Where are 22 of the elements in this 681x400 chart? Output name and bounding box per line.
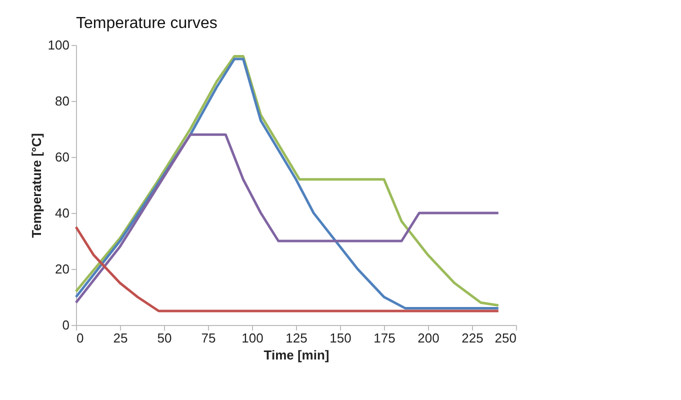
chart-title: Temperature curves: [76, 15, 218, 32]
x-tick-label: 25: [113, 330, 128, 346]
x-tick-label: 175: [374, 330, 396, 346]
x-tick-label: 75: [201, 330, 216, 346]
y-tick-label: 20: [55, 262, 70, 276]
y-tick-label: 60: [55, 150, 70, 164]
y-tick-label: 80: [55, 94, 70, 108]
x-tick-label: 225: [462, 330, 484, 346]
x-tick-label: 100: [242, 330, 264, 346]
x-tick-label: 200: [418, 330, 440, 346]
x-axis-title: Time [min]: [264, 348, 330, 362]
y-tick-label: 40: [55, 206, 70, 220]
x-tick-label: 50: [157, 330, 172, 346]
x-tick-label: 125: [286, 330, 308, 346]
line-series: [74, 133, 500, 304]
x-tick-label: 250: [494, 330, 516, 346]
y-axis-title: Temperature [°C]: [28, 133, 44, 238]
x-tick-label: 150: [330, 330, 352, 346]
y-tick-label: 0: [62, 318, 70, 332]
line-series: [74, 226, 500, 312]
y-tick-label: 100: [48, 38, 70, 52]
x-tick-label: 0: [76, 330, 84, 346]
